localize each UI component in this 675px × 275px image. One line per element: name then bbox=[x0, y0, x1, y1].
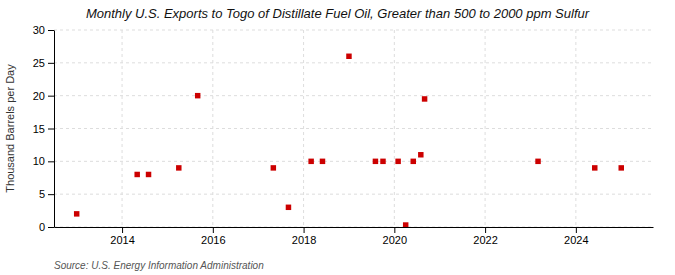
x-tick-mark bbox=[122, 227, 123, 233]
chart-svg: 2014 2016 2018 2020 2022 2024 0 5 10 15 20 25 30 Mont… bbox=[0, 0, 675, 275]
y-tick: 5 bbox=[39, 188, 54, 200]
point bbox=[618, 165, 623, 170]
y-tick-mark bbox=[48, 194, 54, 195]
y-tick-label: 0 bbox=[39, 221, 45, 233]
x-axis-line bbox=[55, 227, 654, 228]
y-grid-line bbox=[54, 62, 653, 63]
point bbox=[308, 159, 313, 164]
point bbox=[286, 205, 291, 210]
x-tick: 2014 bbox=[110, 227, 134, 246]
point bbox=[271, 165, 276, 170]
point bbox=[373, 159, 378, 164]
x-tick-mark bbox=[394, 227, 395, 233]
point bbox=[422, 96, 427, 101]
y-grid-line bbox=[54, 30, 653, 31]
point bbox=[395, 159, 400, 164]
point bbox=[592, 165, 597, 170]
point bbox=[74, 211, 79, 216]
x-grid-line bbox=[485, 30, 486, 227]
x-grid-line bbox=[575, 30, 576, 227]
y-tick-mark bbox=[48, 129, 54, 130]
point bbox=[418, 152, 423, 157]
y-tick-label: 30 bbox=[33, 24, 45, 36]
point bbox=[346, 54, 351, 59]
y-grid-line bbox=[54, 194, 653, 195]
y-tick: 30 bbox=[33, 24, 54, 36]
y-tick-label: 20 bbox=[33, 90, 45, 102]
x-tick-mark bbox=[485, 227, 486, 233]
y-tick-mark bbox=[48, 227, 54, 228]
point bbox=[411, 159, 416, 164]
y-grid-line bbox=[54, 161, 653, 162]
plot-area: 2014 2016 2018 2020 2022 2024 0 5 10 15 20 25 30 bbox=[33, 24, 654, 246]
y-tick-label: 15 bbox=[33, 123, 45, 135]
y-grid-line bbox=[54, 128, 653, 129]
point bbox=[134, 172, 139, 177]
y-tick-label: 5 bbox=[39, 188, 45, 200]
x-tick-mark bbox=[213, 227, 214, 233]
point bbox=[320, 159, 325, 164]
y-grid-line bbox=[54, 227, 653, 228]
y-tick: 15 bbox=[33, 123, 54, 135]
y-tick-mark bbox=[48, 30, 54, 31]
x-tick-label: 2024 bbox=[564, 234, 588, 246]
x-tick: 2022 bbox=[473, 227, 497, 246]
y-axis-line bbox=[54, 31, 55, 228]
y-tick-label: 10 bbox=[33, 155, 45, 167]
x-tick-label: 2016 bbox=[201, 234, 225, 246]
points bbox=[74, 54, 624, 227]
grid bbox=[54, 30, 653, 227]
chart-container: 2014 2016 2018 2020 2022 2024 0 5 10 15 20 25 30 Mont… bbox=[0, 0, 675, 275]
point bbox=[146, 172, 151, 177]
x-tick-label: 2014 bbox=[110, 234, 134, 246]
y-tick: 25 bbox=[33, 57, 54, 69]
title: Monthly U.S. Exports to Togo of Distilla… bbox=[86, 6, 590, 21]
x-tick: 2020 bbox=[383, 227, 407, 246]
source-note: Source: U.S. Energy Information Administ… bbox=[54, 260, 264, 271]
x-axis: 2014 2016 2018 2020 2022 2024 bbox=[55, 227, 654, 246]
point bbox=[535, 159, 540, 164]
y-tick-mark bbox=[48, 161, 54, 162]
y-tick: 20 bbox=[33, 90, 54, 102]
x-tick-label: 2018 bbox=[292, 234, 316, 246]
x-tick: 2024 bbox=[564, 227, 588, 246]
y-tick-label: 25 bbox=[33, 57, 45, 69]
x-grid-line bbox=[212, 30, 213, 227]
x-tick-label: 2022 bbox=[473, 234, 497, 246]
y-tick: 10 bbox=[33, 155, 54, 167]
y-tick: 0 bbox=[39, 221, 54, 233]
y-grid-line bbox=[54, 95, 653, 96]
y-tick-mark bbox=[48, 63, 54, 64]
point bbox=[380, 159, 385, 164]
point bbox=[195, 93, 200, 98]
point bbox=[176, 165, 181, 170]
x-grid-line bbox=[303, 30, 304, 227]
point bbox=[403, 222, 408, 227]
x-tick: 2018 bbox=[292, 227, 316, 246]
x-tick: 2016 bbox=[201, 227, 225, 246]
x-grid-line bbox=[394, 30, 395, 227]
x-tick-mark bbox=[576, 227, 577, 233]
x-grid-line bbox=[122, 30, 123, 227]
x-tick-label: 2020 bbox=[383, 234, 407, 246]
x-tick-mark bbox=[304, 227, 305, 233]
y-tick-mark bbox=[48, 96, 54, 97]
y-axis-label: Thousand Barrels per Day bbox=[4, 64, 16, 193]
y-axis: 0 5 10 15 20 25 30 bbox=[33, 24, 55, 233]
